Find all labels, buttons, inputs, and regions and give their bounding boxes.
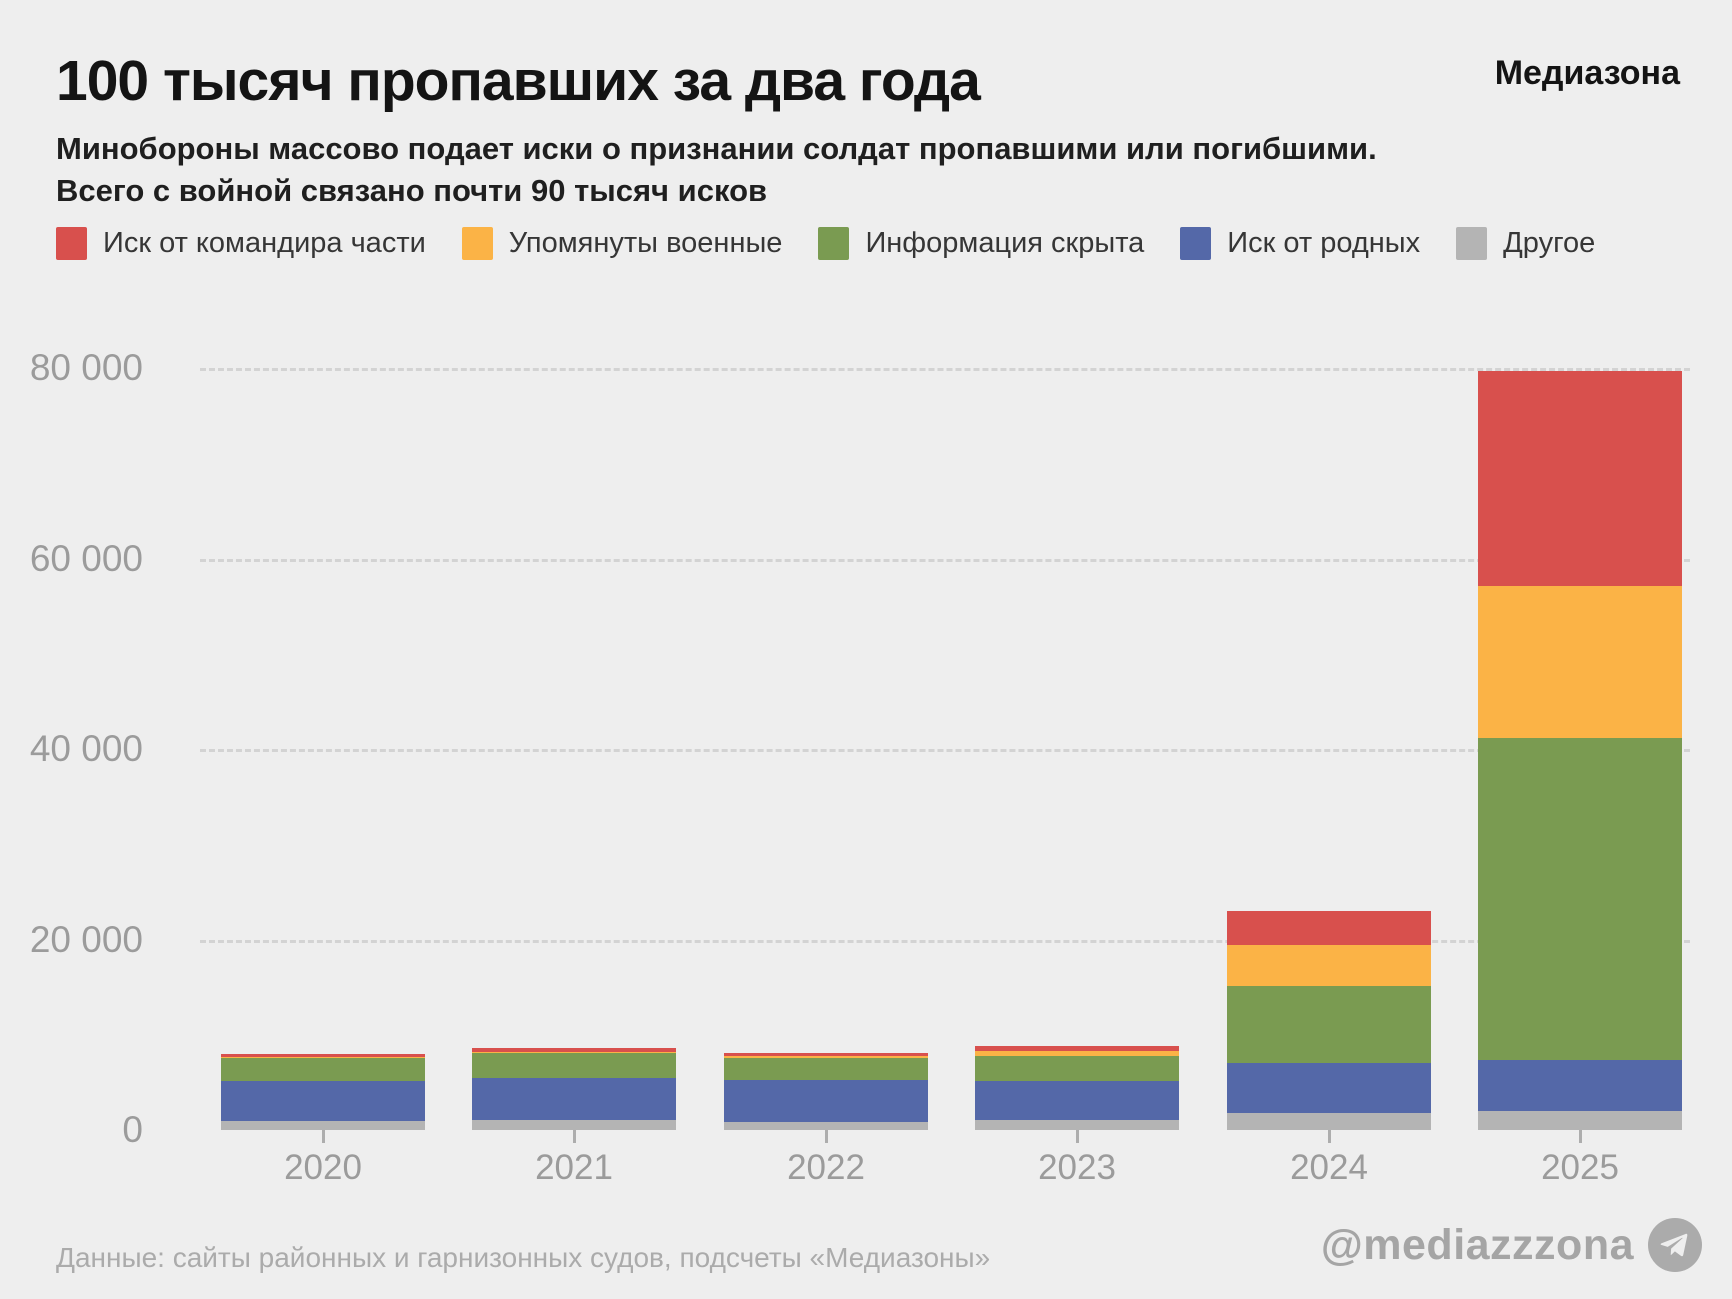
x-axis-label-2020: 2020 <box>284 1148 362 1187</box>
x-axis-tick <box>1328 1130 1331 1143</box>
bar-segment <box>1478 586 1682 738</box>
bar-segment <box>472 1048 676 1052</box>
x-axis-tick <box>322 1130 325 1143</box>
bar-segment <box>1227 986 1431 1064</box>
legend-swatch <box>818 227 850 260</box>
legend-label: Информация скрыта <box>865 227 1145 259</box>
bar-segment <box>724 1122 928 1130</box>
legend-label: Иск от родных <box>1227 227 1421 259</box>
bar-segment <box>975 1046 1179 1051</box>
y-axis-label-0: 0 <box>122 1109 143 1150</box>
bar-segment <box>1227 1063 1431 1113</box>
bar-segment <box>221 1057 425 1059</box>
bar-2025 <box>1478 370 1682 1130</box>
gridline-80000 <box>200 368 1690 371</box>
x-axis-tick <box>825 1130 828 1143</box>
telegram-badge: @mediazzzona <box>1321 1218 1702 1272</box>
bar-segment <box>472 1052 676 1078</box>
bar-2020 <box>221 1054 425 1130</box>
legend-item-4: Другое <box>1456 227 1595 260</box>
bar-segment <box>221 1058 425 1081</box>
bar-segment <box>221 1120 425 1130</box>
x-axis-label-2023: 2023 <box>1038 1148 1116 1187</box>
page-title: 100 тысяч пропавших за два года <box>56 49 981 113</box>
y-axis-label-80000: 80 000 <box>29 347 143 388</box>
legend-label: Другое <box>1503 227 1596 259</box>
legend-label: Упомянуты военные <box>508 227 783 259</box>
mediazona-logo: Медиазона <box>1494 54 1680 92</box>
subtitle-line-2: Всего с войной связано почти 90 тысяч ис… <box>56 173 768 208</box>
bar-2024 <box>1227 910 1431 1130</box>
bar-segment <box>221 1080 425 1121</box>
legend-item-1: Упомянуты военные <box>461 227 783 260</box>
bar-segment <box>1227 1112 1431 1130</box>
bar-segment <box>724 1079 928 1123</box>
stacked-bar-chart: 0 20 000 40 000 60 000 80 000 2020 2021 2022 202… <box>30 348 1690 1187</box>
bar-segment <box>1478 737 1682 1061</box>
y-axis-label-60000: 60 000 <box>29 537 143 579</box>
legend-item-0: Иск от командира части <box>56 227 426 260</box>
telegram-handle: @mediazzzona <box>1320 1220 1634 1269</box>
legend-swatch <box>56 227 87 260</box>
bar-2021 <box>472 1048 676 1130</box>
gridline-40000 <box>200 749 1690 752</box>
subtitle-line-1: Минобороны массово подает иски о признан… <box>56 131 1377 166</box>
x-axis-label-2022: 2022 <box>787 1148 865 1187</box>
bar-segment <box>221 1054 425 1058</box>
bar-segment <box>472 1077 676 1121</box>
bar-segment <box>975 1120 1179 1130</box>
bar-segment <box>975 1055 1179 1082</box>
bar-segment <box>975 1081 1179 1121</box>
bar-segment <box>724 1057 928 1080</box>
x-axis-tick <box>1076 1130 1079 1143</box>
bar-segment <box>975 1050 1179 1056</box>
x-axis-tick <box>1579 1130 1582 1143</box>
bar-segment <box>1478 370 1682 587</box>
x-axis-tick <box>573 1130 576 1143</box>
legend-item-3: Иск от родных <box>1180 227 1420 260</box>
x-axis-label-2021: 2021 <box>535 1148 613 1187</box>
x-axis-label-2024: 2024 <box>1290 1148 1368 1187</box>
bar-segment <box>1227 945 1431 987</box>
data-source-note: Данные: сайты районных и гарнизонных суд… <box>56 1242 991 1273</box>
y-axis-label-20000: 20 000 <box>29 918 143 960</box>
legend-item-2: Информация скрыта <box>818 227 1144 260</box>
legend-label: Иск от командира части <box>103 227 426 259</box>
bar-segment <box>1227 910 1431 946</box>
gridline-60000 <box>200 558 1690 562</box>
bar-segment <box>724 1052 928 1056</box>
bar-segment <box>724 1055 928 1058</box>
gridline-20000 <box>200 939 1690 943</box>
bar-segment <box>1478 1060 1682 1111</box>
legend-swatch <box>1180 227 1212 260</box>
bar-segment <box>472 1051 676 1053</box>
x-axis-label-2025: 2025 <box>1541 1148 1619 1187</box>
telegram-plane-icon <box>1648 1218 1702 1272</box>
bar-segment <box>1478 1110 1682 1130</box>
bar-2022 <box>724 1052 928 1130</box>
y-axis-label-40000: 40 000 <box>29 728 143 769</box>
legend: Иск от командира части Упомянуты военные И… <box>56 227 1595 260</box>
subtitle: Минобороны массово подает иски о признан… <box>56 128 1377 212</box>
legend-swatch <box>461 227 493 260</box>
bar-2023 <box>975 1046 1179 1130</box>
legend-swatch <box>1456 227 1488 260</box>
bar-segment <box>472 1120 676 1130</box>
